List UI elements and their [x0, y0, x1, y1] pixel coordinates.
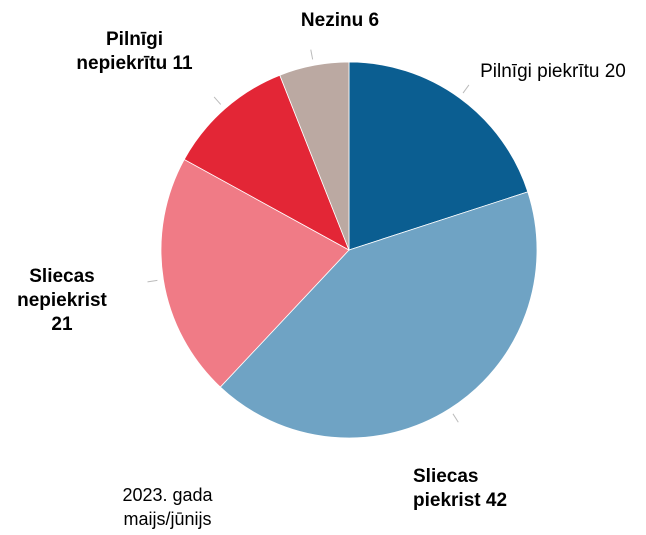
label-value: 6	[368, 10, 380, 31]
slice-label: Sliecas nepiekrist 21	[12, 265, 112, 337]
leader-line	[310, 49, 314, 60]
slice-label: Nezinu 6	[280, 9, 400, 33]
pie-slice	[160, 158, 350, 388]
pie-slice	[183, 74, 350, 251]
label-name: Pilnīgi piekrītu	[480, 61, 600, 82]
slice-label: Pilnīgi piekrītu 20	[478, 60, 628, 84]
leader-line	[462, 84, 470, 94]
leader-line	[213, 96, 222, 105]
slice-label: Sliecas piekrist 42	[413, 465, 548, 513]
pie-slice	[348, 61, 529, 251]
label-name: Sliecas nepiekrist	[17, 266, 107, 311]
label-value: 21	[51, 314, 73, 335]
leader-line	[452, 413, 459, 423]
label-value: 42	[485, 490, 508, 511]
pie-slice	[279, 61, 350, 251]
slice-label: Pilnīgi nepiekrītu 11	[62, 28, 207, 76]
label-name: Sliecas piekrist	[413, 466, 481, 511]
label-value: 20	[604, 61, 626, 82]
label-name: Nezinu	[300, 10, 364, 31]
leader-line	[147, 279, 158, 283]
annotation: 2023. gada maijs/jūnijs	[122, 485, 213, 529]
label-value: 11	[172, 53, 193, 74]
pie-slice	[219, 191, 538, 439]
label-name: Pilnīgi nepiekrītu	[76, 29, 168, 74]
